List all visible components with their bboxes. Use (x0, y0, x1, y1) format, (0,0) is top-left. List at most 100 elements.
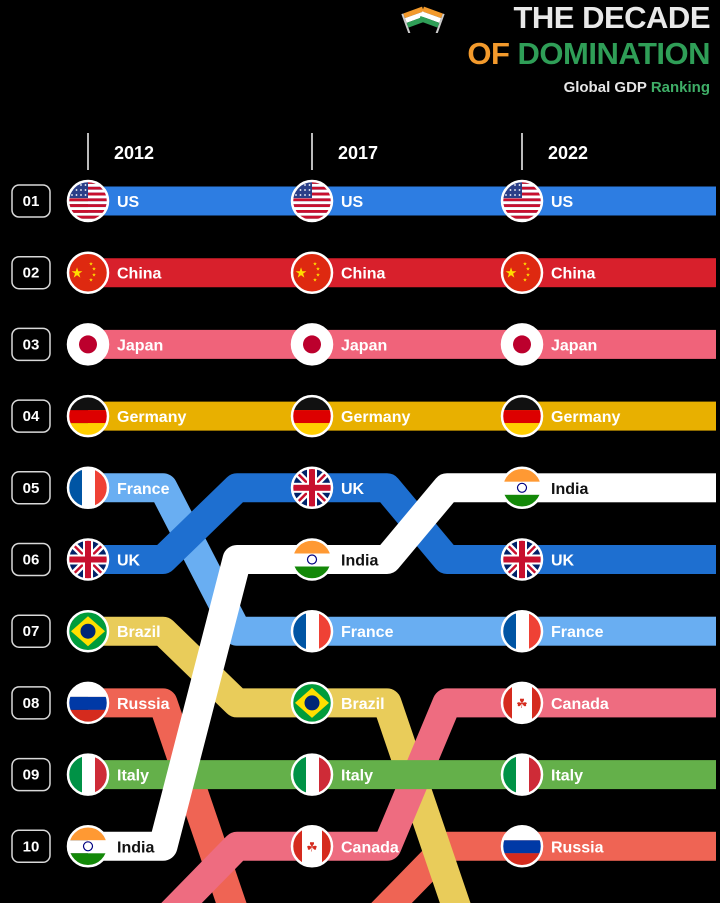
series-line-germany (88, 401, 716, 431)
year-label-2012: 2012 (114, 143, 154, 163)
label-russia-2022: Russia (551, 839, 604, 856)
svg-text:☘: ☘ (516, 697, 528, 712)
svg-text:★: ★ (71, 266, 84, 282)
rank-box-10 (11, 829, 51, 864)
svg-text:★: ★ (89, 278, 94, 284)
label-china-2017: China (341, 266, 386, 283)
segment-india-1 (312, 473, 522, 574)
rank-label-08: 08 (23, 695, 40, 712)
label-japan-2022: Japan (551, 337, 597, 354)
segment-india-2 (522, 473, 716, 503)
svg-text:★: ★ (526, 267, 531, 273)
rank-box-08 (11, 686, 51, 720)
subtitle-part-a: Global GDP (563, 79, 651, 96)
label-france-2017: France (341, 624, 394, 641)
year-label-2017: 2017 (338, 143, 378, 163)
italy-flag-icon (66, 753, 110, 796)
rank-box-04 (11, 399, 51, 433)
china-flag-icon: ★★★★★ (290, 251, 334, 294)
label-italy-2012: Italy (117, 768, 149, 785)
segment-brazil-1 (312, 688, 471, 903)
label-france-2012: France (117, 481, 170, 498)
us-flag-icon (500, 179, 544, 223)
uk-flag-icon (500, 538, 544, 581)
russia-flag-icon (500, 825, 544, 868)
segment-canada-2 (522, 688, 716, 718)
label-china-2022: China (551, 266, 596, 283)
svg-text:★: ★ (92, 267, 97, 273)
label-india-2017: India (341, 553, 378, 570)
segment-india-0 (88, 545, 312, 861)
series-line-japan (88, 329, 716, 359)
label-russia-2012: Russia (117, 696, 170, 713)
india-flag-icon (66, 825, 110, 868)
svg-text:★: ★ (526, 273, 531, 279)
svg-text:★: ★ (505, 266, 518, 282)
us-flag-icon (66, 179, 110, 223)
label-france-2022: France (551, 624, 604, 641)
subtitle-part-b: Ranking (650, 79, 710, 96)
france-flag-icon (500, 609, 544, 653)
uk-flag-icon (66, 538, 110, 581)
title-block: THE DECADE OF DOMINATION Global GDP Rank… (401, 0, 711, 96)
italy-flag-icon (290, 753, 334, 796)
segment-uk-2 (522, 545, 716, 574)
rank-label-05: 05 (23, 480, 40, 497)
segment-russia-2 (522, 831, 716, 861)
svg-text:★: ★ (316, 267, 321, 273)
series-line-france (88, 473, 716, 646)
title-line-2: OF DOMINATION (467, 36, 710, 72)
japan-flag-icon (500, 323, 544, 366)
canada-flag-icon: ☘ (500, 681, 544, 725)
series-line-china (88, 258, 716, 288)
label-india-2012: India (117, 839, 154, 856)
germany-flag-icon (290, 394, 334, 438)
label-canada-2017: Canada (341, 839, 399, 856)
label-us-2017: US (341, 194, 364, 211)
label-japan-2017: Japan (341, 337, 387, 354)
france-flag-icon (66, 466, 110, 510)
india-crossed-flags-icon (389, 3, 457, 39)
india-flag-icon (290, 538, 334, 581)
canada-flag-icon: ☘ (290, 825, 334, 868)
rank-label-09: 09 (23, 767, 40, 784)
italy-flag-icon (500, 753, 544, 796)
svg-text:★: ★ (316, 273, 321, 279)
label-italy-2022: Italy (551, 768, 583, 785)
series-line-us (88, 186, 716, 216)
segment-china-2 (522, 258, 716, 288)
rank-label-03: 03 (23, 336, 40, 353)
label-brazil-2012: Brazil (117, 624, 161, 641)
china-flag-icon: ★★★★★ (66, 251, 110, 294)
segment-germany-2 (522, 401, 716, 431)
rank-label-02: 02 (23, 265, 40, 282)
label-germany-2017: Germany (341, 409, 410, 426)
subtitle: Global GDP Ranking (467, 79, 710, 96)
rank-box-09 (11, 757, 51, 792)
russia-flag-icon (66, 681, 110, 725)
germany-flag-icon (66, 394, 110, 438)
label-italy-2017: Italy (341, 768, 373, 785)
rank-label-06: 06 (23, 552, 40, 569)
segment-france-2 (522, 616, 716, 646)
svg-text:★: ★ (523, 278, 528, 284)
segment-italy-2 (522, 760, 716, 790)
rank-box-06 (11, 542, 51, 577)
label-germany-2012: Germany (117, 409, 186, 426)
svg-text:★: ★ (313, 278, 318, 284)
brazil-flag-icon (66, 609, 110, 653)
label-uk-2022: UK (551, 553, 575, 570)
svg-text:★: ★ (295, 266, 308, 282)
segment-uk-0 (88, 473, 312, 574)
series-line-india (88, 473, 716, 861)
svg-text:☘: ☘ (306, 840, 318, 855)
segment-canada-enter-1 (161, 831, 312, 903)
rank-box-01 (11, 184, 51, 218)
title-line-1: THE DECADE (513, 0, 710, 35)
us-flag-icon (290, 179, 334, 223)
title-line-2-part-a: OF (467, 36, 518, 71)
india-flag-icon (500, 466, 544, 510)
segment-japan-2 (522, 329, 716, 359)
japan-flag-icon (290, 323, 334, 366)
label-japan-2012: Japan (117, 337, 163, 354)
